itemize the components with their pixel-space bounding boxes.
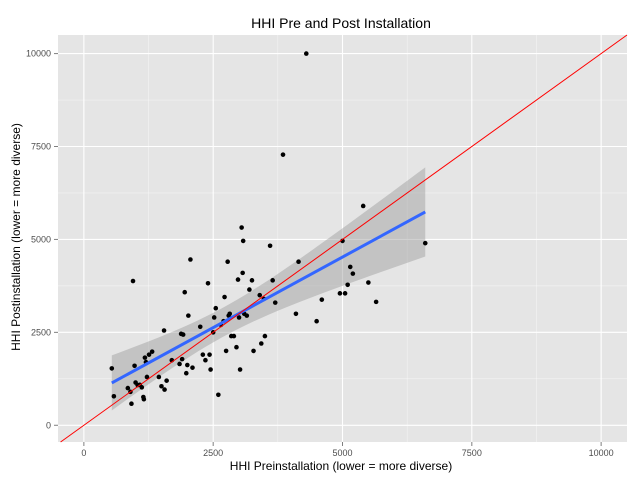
- data-point: [319, 297, 325, 302]
- data-point: [258, 341, 264, 346]
- data-point: [244, 313, 250, 318]
- data-point: [293, 311, 299, 317]
- data-point: [235, 277, 241, 282]
- data-point: [296, 259, 301, 265]
- reference-line: [60, 34, 628, 443]
- data-point: [211, 315, 217, 320]
- data-point: [177, 361, 182, 367]
- data-point: [303, 51, 309, 56]
- data-point: [132, 363, 137, 369]
- data-point: [182, 289, 188, 295]
- x-tick-label: 5000: [332, 448, 352, 458]
- data-point: [216, 392, 221, 398]
- data-point: [262, 333, 268, 339]
- y-axis-ticks: 0 2500 5000 7500 10000: [26, 49, 58, 430]
- data-point: [240, 238, 246, 244]
- data-point: [237, 367, 243, 372]
- reference-layer: [60, 34, 628, 443]
- x-tick-label: 10000: [589, 448, 614, 458]
- data-point: [141, 396, 147, 402]
- x-axis-label: HHI Preinstallation (lower = more divers…: [230, 459, 452, 473]
- data-point: [249, 278, 255, 283]
- data-point: [130, 278, 136, 284]
- data-point: [247, 287, 252, 292]
- data-point: [162, 387, 167, 392]
- y-tick-label: 2500: [31, 327, 51, 337]
- data-point: [203, 357, 208, 363]
- data-point: [366, 280, 371, 285]
- confidence-ribbon: [111, 167, 426, 411]
- data-point: [111, 393, 117, 399]
- data-point: [225, 259, 230, 265]
- data-point: [342, 291, 348, 296]
- data-point: [360, 203, 366, 209]
- data-point: [236, 315, 242, 320]
- data-point: [129, 401, 134, 407]
- data-point: [207, 352, 212, 357]
- data-point: [183, 370, 189, 376]
- data-point: [231, 333, 237, 339]
- data-point: [227, 311, 233, 317]
- data-point: [337, 291, 343, 296]
- confidence-ribbon-layer: [111, 167, 426, 411]
- data-point: [208, 367, 213, 372]
- data-point: [267, 243, 273, 249]
- data-point: [180, 332, 186, 337]
- data-point: [185, 362, 190, 368]
- data-point: [161, 328, 167, 333]
- regression-line: [111, 210, 426, 385]
- data-point: [200, 352, 206, 357]
- y-tick-label: 10000: [26, 49, 51, 59]
- data-point: [272, 300, 278, 305]
- data-point: [188, 257, 193, 262]
- data-point: [422, 240, 428, 246]
- data-point: [179, 356, 185, 362]
- data-point: [149, 349, 155, 354]
- x-axis-ticks: 0 2500 5000 7500 10000: [81, 442, 614, 458]
- data-point: [186, 313, 191, 318]
- data-point: [240, 270, 245, 276]
- data-points: [109, 51, 428, 407]
- data-point: [213, 305, 219, 311]
- data-point: [109, 366, 115, 371]
- data-point: [144, 374, 150, 380]
- data-point: [142, 355, 148, 360]
- data-point: [139, 385, 145, 390]
- x-tick-label: 0: [81, 448, 86, 458]
- data-point: [190, 365, 195, 370]
- y-tick-label: 5000: [31, 234, 51, 244]
- data-point: [239, 225, 244, 230]
- data-point: [156, 374, 162, 380]
- x-tick-label: 2500: [203, 448, 223, 458]
- y-tick-label: 0: [46, 420, 51, 430]
- data-point: [347, 264, 353, 270]
- data-point: [345, 282, 350, 288]
- data-point: [223, 348, 229, 354]
- data-point: [222, 294, 227, 300]
- data-point: [251, 348, 256, 354]
- y-tick-label: 7500: [31, 142, 51, 152]
- data-point: [350, 271, 356, 276]
- data-point: [125, 385, 131, 391]
- data-point: [146, 352, 152, 357]
- data-point: [270, 278, 275, 283]
- data-point: [205, 280, 211, 286]
- data-point: [314, 318, 319, 324]
- data-point: [373, 299, 379, 305]
- regression-layer: [111, 210, 426, 385]
- data-point: [234, 344, 239, 350]
- chart-title: HHI Pre and Post Installation: [251, 15, 431, 31]
- data-point: [197, 324, 203, 330]
- data-point: [257, 292, 263, 298]
- data-point: [164, 378, 169, 383]
- data-point: [159, 383, 164, 389]
- x-tick-label: 7500: [462, 448, 482, 458]
- y-axis-label: HHI Postinstallation (lower = more diver…: [9, 123, 23, 351]
- data-point: [280, 152, 286, 157]
